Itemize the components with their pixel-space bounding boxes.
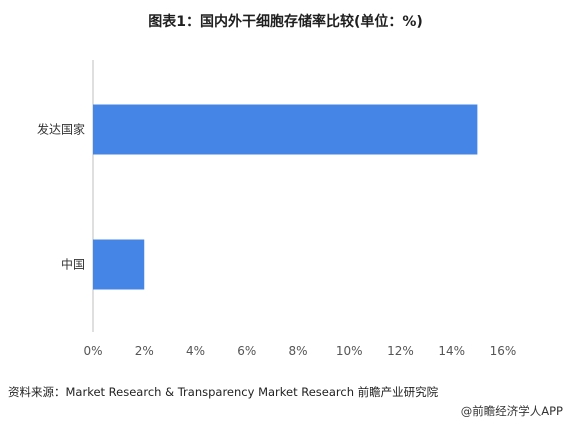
x-tick-label-1: 2%	[135, 344, 154, 358]
x-tick-label-2: 4%	[186, 344, 205, 358]
x-tick-labels: 0% 2% 4% 6% 8% 10% 12% 14% 16%	[83, 344, 516, 358]
x-tick-label-4: 8%	[288, 344, 307, 358]
bar-0	[93, 104, 478, 155]
x-tick-label-7: 14%	[438, 344, 465, 358]
category-label-1: 中国	[61, 257, 85, 272]
bars	[93, 104, 478, 290]
credit-text: @前瞻经济学人APP	[460, 404, 563, 418]
x-tick-label-8: 16%	[490, 344, 517, 358]
category-label-0: 发达国家	[37, 122, 85, 137]
source-note: 资料来源：Market Research & Transparency Mark…	[8, 385, 439, 399]
x-tick-label-3: 6%	[237, 344, 256, 358]
x-tick-label-5: 10%	[336, 344, 363, 358]
bar-1	[93, 239, 145, 290]
chart-title: 图表1：国内外干细胞存储率比较(单位：%)	[148, 14, 423, 30]
x-tick-label-6: 12%	[387, 344, 414, 358]
x-tick-label-0: 0%	[83, 344, 102, 358]
